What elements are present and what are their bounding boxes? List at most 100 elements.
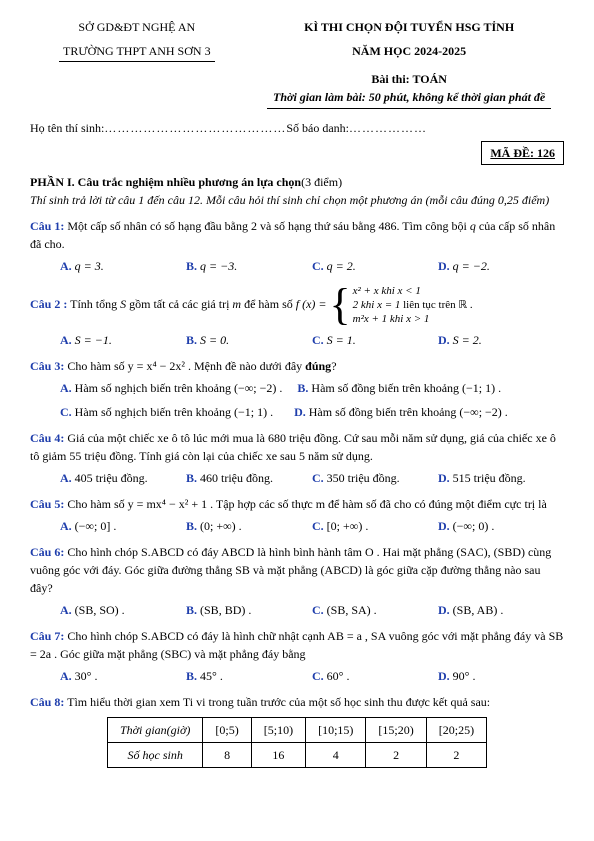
q3-A: Hàm số nghịch biến trên khoảng (−∞; −2) … — [75, 381, 283, 395]
q4-A-label: A. — [60, 471, 72, 485]
q3-B: Hàm số đồng biến trên khoảng (−1; 1) . — [311, 381, 501, 395]
sbd-label: Số báo danh: — [286, 121, 349, 135]
q7-A-label: A. — [60, 669, 72, 683]
q6-C-label: C. — [312, 603, 324, 617]
q8-text: Tìm hiểu thời gian xem Ti vi trong tuần … — [64, 695, 490, 709]
subject-time: Bài thi: TOÁN Thời gian làm bài: 50 phút… — [267, 70, 551, 109]
q7-A: 30° . — [75, 669, 98, 683]
question-1: Câu 1: Một cấp số nhân có số hạng đầu bằ… — [30, 217, 564, 275]
q5-A: (−∞; 0] . — [75, 519, 117, 533]
header-left: SỞ GD&ĐT NGHỆ AN TRƯỜNG THPT ANH SƠN 3 — [30, 18, 244, 109]
q6-B-label: B. — [186, 603, 197, 617]
q8-label: Câu 8: — [30, 695, 64, 709]
part1-title: PHẦN I. Câu trắc nghiệm nhiều phương án … — [30, 173, 564, 191]
contest-title: KÌ THI CHỌN ĐỘI TUYỂN HSG TỈNH — [254, 18, 564, 36]
q4-D-label: D. — [438, 471, 450, 485]
q8-c4: [20;25) — [426, 718, 486, 743]
q2-options: A. S = −1. B. S = 0. C. S = 1. D. S = 2. — [60, 331, 564, 349]
q1-B: q = −3. — [200, 259, 237, 273]
q4-B: 460 triệu đồng. — [200, 471, 273, 485]
q6-A-label: A. — [60, 603, 72, 617]
q2-c1: x² + x khi x < 1 — [353, 285, 421, 297]
q8-v1: 16 — [251, 743, 305, 768]
q2-c3: m²x + 1 khi x > 1 — [353, 313, 430, 325]
q4-D: 515 triệu đồng. — [453, 471, 526, 485]
q8-c0: [0;5) — [203, 718, 251, 743]
q3-C-label: C. — [60, 405, 72, 419]
q6-options: A. (SB, SO) . B. (SB, BD) . C. (SB, SA) … — [60, 601, 564, 619]
q3-bold: đúng — [305, 359, 331, 373]
q2-m: m — [232, 297, 241, 311]
q2-D: S = 2. — [453, 333, 482, 347]
q2-ta: Tính tổng — [67, 297, 120, 311]
q6-D-label: D. — [438, 603, 450, 617]
q1-D-label: D. — [438, 259, 450, 273]
q1-C-label: C. — [312, 259, 324, 273]
q5-C: [0; +∞) . — [327, 519, 369, 533]
q5-A-label: A. — [60, 519, 72, 533]
q2-fx: f (x) = — [296, 297, 330, 311]
q8-c2: [10;15) — [306, 718, 366, 743]
q4-C: 350 triệu đồng. — [327, 471, 400, 485]
q2-A: S = −1. — [75, 333, 112, 347]
q8-v2: 4 — [306, 743, 366, 768]
q2-tc: để hàm số — [241, 297, 296, 311]
q8-c1: [5;10) — [251, 718, 305, 743]
q5-B-label: B. — [186, 519, 197, 533]
q1-label: Câu 1: — [30, 219, 64, 233]
exam-page: SỞ GD&ĐT NGHỆ AN TRƯỜNG THPT ANH SƠN 3 K… — [0, 0, 594, 786]
q5-D: (−∞; 0) . — [453, 519, 495, 533]
name-dots: …………………………………… — [104, 121, 286, 135]
q2-label: Câu 2 : — [30, 297, 67, 311]
q7-D-label: D. — [438, 669, 450, 683]
part1-instr: Thí sinh trả lời từ câu 1 đến câu 12. Mỗ… — [30, 191, 564, 209]
q1-D: q = −2. — [453, 259, 490, 273]
q3-D-label: D. — [294, 405, 306, 419]
q6-B: (SB, BD) . — [200, 603, 251, 617]
q4-C-label: C. — [312, 471, 324, 485]
q3-B-label: B. — [297, 381, 308, 395]
q7-C-label: C. — [312, 669, 324, 683]
q8-th1: Thời gian(giờ) — [107, 718, 202, 743]
q3-q: ? — [331, 359, 336, 373]
school-text: TRƯỜNG THPT ANH SƠN 3 — [59, 42, 215, 62]
q3-D: Hàm số đồng biến trên khoảng (−∞; −2) . — [309, 405, 508, 419]
q6-A: (SB, SO) . — [75, 603, 125, 617]
header-right: KÌ THI CHỌN ĐỘI TUYỂN HSG TỈNH NĂM HỌC 2… — [254, 18, 564, 109]
q1-A: q = 3. — [75, 259, 104, 273]
q5-label: Câu 5: — [30, 497, 64, 511]
year: NĂM HỌC 2024-2025 — [254, 42, 564, 60]
question-2: Câu 2 : Tính tổng S gồm tất cả các giá t… — [30, 283, 564, 349]
q2-B: S = 0. — [200, 333, 229, 347]
q1-C: q = 2. — [327, 259, 356, 273]
name-label: Họ tên thí sinh: — [30, 121, 104, 135]
q2-A-label: A. — [60, 333, 72, 347]
q5-text: Cho hàm số y = mx⁴ − x² + 1 . Tập hợp cá… — [64, 497, 546, 511]
q1-options: A. q = 3. B. q = −3. C. q = 2. D. q = −2… — [60, 257, 564, 275]
q1-text-a: Một cấp số nhân có số hạng đầu bằng 2 và… — [64, 219, 470, 233]
brace-icon: { — [330, 283, 351, 327]
q1-A-label: A. — [60, 259, 72, 273]
question-5: Câu 5: Cho hàm số y = mx⁴ − x² + 1 . Tập… — [30, 495, 564, 535]
question-7: Câu 7: Cho hình chóp S.ABCD có đáy là hì… — [30, 627, 564, 685]
q7-B-label: B. — [186, 669, 197, 683]
q3-text: Cho hàm số y = x⁴ − 2x² . Mệnh đề nào dư… — [64, 359, 305, 373]
q5-C-label: C. — [312, 519, 324, 533]
q2-tail: liên tục trên ℝ . — [400, 299, 472, 311]
q3-row1: A. Hàm số nghịch biến trên khoảng (−∞; −… — [60, 379, 564, 397]
q8-c3: [15;20) — [366, 718, 426, 743]
q3-row2: C. Hàm số nghịch biến trên khoảng (−1; 1… — [60, 403, 564, 421]
q5-options: A. (−∞; 0] . B. (0; +∞) . C. [0; +∞) . D… — [60, 517, 564, 535]
question-6: Câu 6: Cho hình chóp S.ABCD có đáy ABCD … — [30, 543, 564, 619]
question-8: Câu 8: Tìm hiểu thời gian xem Ti vi tron… — [30, 693, 564, 768]
time: Thời gian làm bài: 50 phút, không kể thờ… — [273, 90, 545, 104]
question-3: Câu 3: Cho hàm số y = x⁴ − 2x² . Mệnh đề… — [30, 357, 564, 421]
exam-code: MÃ ĐỀ: 126 — [481, 141, 564, 165]
question-4: Câu 4: Giá của một chiếc xe ô tô lúc mới… — [30, 429, 564, 487]
q2-C: S = 1. — [327, 333, 356, 347]
q6-D: (SB, AB) . — [453, 603, 504, 617]
q1-B-label: B. — [186, 259, 197, 273]
part1-title-text: PHẦN I. Câu trắc nghiệm nhiều phương án … — [30, 175, 301, 189]
q4-options: A. 405 triệu đồng. B. 460 triệu đồng. C.… — [60, 469, 564, 487]
q6-label: Câu 6: — [30, 545, 64, 559]
